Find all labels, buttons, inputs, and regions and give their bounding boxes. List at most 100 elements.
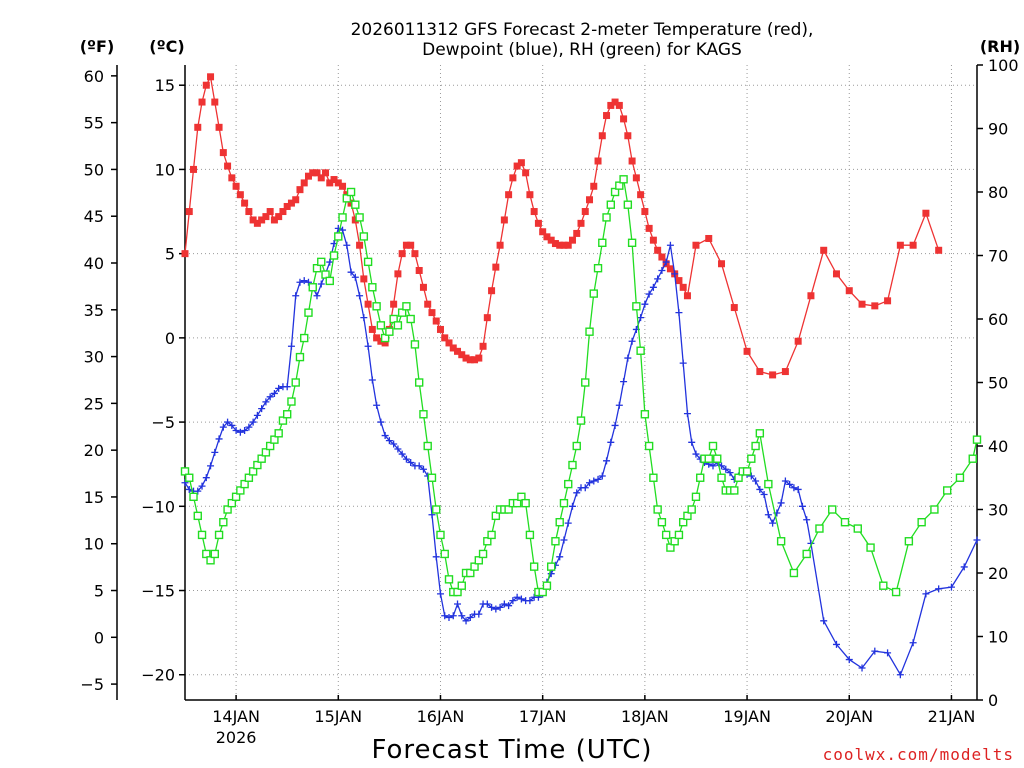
dewpoint-point xyxy=(436,590,444,598)
dewpoint-point xyxy=(266,393,274,401)
rh-point xyxy=(261,448,271,457)
rh-point xyxy=(274,429,283,438)
rh-point xyxy=(708,441,718,451)
rh-point xyxy=(453,587,462,597)
rh-point xyxy=(589,289,598,298)
temperature-point xyxy=(326,179,334,187)
temperature-point xyxy=(534,219,542,227)
axis-ticks: 14JAN 2026 15JAN 16JAN 17JAN 18JAN 19JAN 20JAN 2… xyxy=(80,56,1018,747)
dewpoint-point xyxy=(586,479,594,487)
temperature-point xyxy=(356,241,364,249)
rh-point xyxy=(248,467,258,476)
x-tick-label: 17JAN xyxy=(519,707,567,726)
celsius-tick-label: 15 xyxy=(155,76,175,95)
celsius-axis-label: (ºC) xyxy=(149,37,184,56)
rh-point xyxy=(640,410,650,419)
dewpoint-point xyxy=(283,383,291,391)
celsius-tick-label: −15 xyxy=(141,582,175,601)
temperature-point xyxy=(551,240,559,248)
dewpoint-point xyxy=(726,469,734,477)
rh-point xyxy=(372,302,381,311)
temperature-point xyxy=(615,101,623,109)
fahrenheit-tick-label: 50 xyxy=(84,160,104,179)
dewpoint-point xyxy=(356,292,364,300)
rh-point xyxy=(717,473,726,482)
temperature-point xyxy=(769,371,777,379)
rh-point xyxy=(632,302,641,311)
rh-point xyxy=(342,194,352,203)
dewpoint-point xyxy=(296,278,304,286)
rh-point xyxy=(265,441,275,451)
dewpoint-point xyxy=(620,378,628,386)
dewpoint-point xyxy=(794,485,802,493)
rh-point xyxy=(730,486,739,495)
rh-point xyxy=(955,473,965,482)
temperature-point xyxy=(539,228,547,236)
rh-point xyxy=(930,505,939,514)
fahrenheit-tick-label: 5 xyxy=(94,582,104,601)
temperature-point xyxy=(526,191,534,199)
rh-point xyxy=(653,505,662,514)
rh-point xyxy=(287,397,296,406)
dewpoint-point xyxy=(752,477,760,485)
dewpoint-point xyxy=(224,418,232,426)
rh-tick-label: 60 xyxy=(988,310,1008,329)
rh-tick-label: 80 xyxy=(988,183,1008,202)
fahrenheit-tick-label: 60 xyxy=(84,67,104,86)
fahrenheit-tick-label: 55 xyxy=(84,114,104,133)
temperature-point xyxy=(884,297,892,305)
temperature-point xyxy=(607,101,615,109)
rh-point xyxy=(559,498,569,508)
rh-point xyxy=(942,486,952,495)
dewpoint-point xyxy=(662,258,670,266)
temperature-point xyxy=(181,250,189,258)
dewpoint-point xyxy=(564,519,572,527)
dewpoint-point xyxy=(509,597,517,605)
temperature-point xyxy=(360,275,368,283)
rh-point xyxy=(244,473,254,482)
rh-point xyxy=(802,549,811,559)
rh-point xyxy=(602,213,611,222)
dewpoint-point xyxy=(641,300,649,308)
temperature-point xyxy=(577,219,585,227)
dewpoint-point xyxy=(245,423,253,431)
dewpoint-point xyxy=(360,314,368,322)
rh-point xyxy=(572,441,581,451)
rh-point xyxy=(180,467,190,476)
temperature-point xyxy=(441,334,449,342)
rh-point xyxy=(525,530,535,540)
dewpoint-point xyxy=(385,437,393,445)
temperature-point xyxy=(858,300,866,308)
dewpoint-point xyxy=(326,258,334,266)
rh-point xyxy=(713,454,722,463)
rh-point xyxy=(606,200,616,209)
rh-point xyxy=(351,200,360,209)
credit-text: coolwx.com/modelts xyxy=(823,745,1014,764)
rh-point xyxy=(840,518,850,527)
chart-title-line-2: Dewpoint (blue), RH (green) for KAGS xyxy=(422,40,742,60)
temperature-point xyxy=(351,216,359,224)
rh-point xyxy=(474,556,484,565)
rh-point xyxy=(691,492,701,501)
x-tick-label: 15JAN xyxy=(314,707,362,726)
dewpoint-point xyxy=(547,570,555,578)
temperature-point xyxy=(505,191,513,199)
temperature-point xyxy=(649,236,657,244)
fahrenheit-tick-label: 20 xyxy=(84,441,104,460)
temperature-point xyxy=(398,250,406,258)
dewpoint-point xyxy=(935,585,943,593)
temperature-point xyxy=(202,81,210,89)
dewpoint-point xyxy=(649,283,657,291)
temperature-point xyxy=(475,354,483,362)
dewpoint-point xyxy=(692,450,700,458)
temperature-point xyxy=(611,98,619,106)
temperature-point xyxy=(436,325,444,333)
rh-point xyxy=(380,333,390,343)
rh-point xyxy=(308,283,317,292)
temperature-point xyxy=(683,292,691,300)
temperature-point xyxy=(241,199,249,207)
rh-point xyxy=(551,537,560,546)
rh-point xyxy=(747,454,756,463)
dewpoint-point xyxy=(368,376,376,384)
